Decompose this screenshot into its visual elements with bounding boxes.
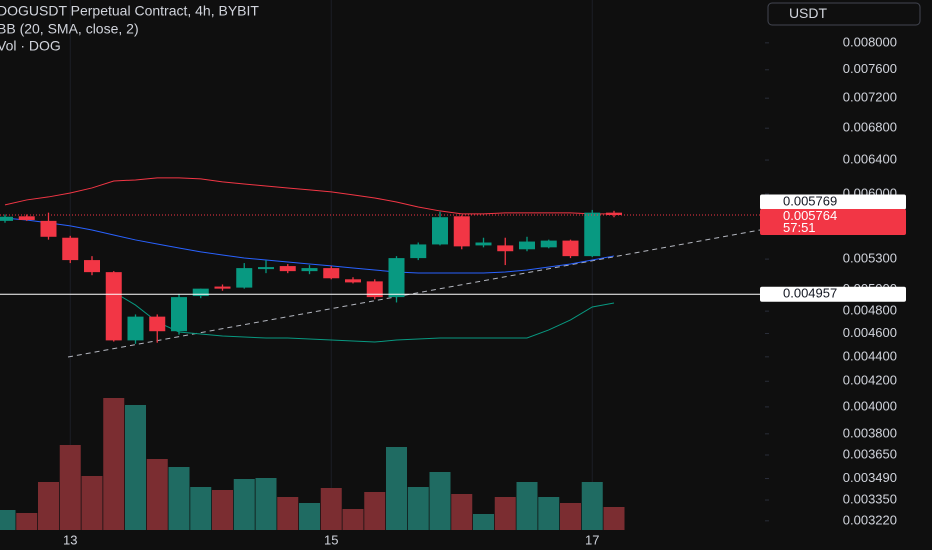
candle-body (519, 241, 535, 250)
volume-bar (386, 447, 407, 530)
candle-body (497, 245, 514, 252)
candle-body (606, 212, 622, 216)
y-tick-label: 0.003220 (843, 512, 897, 527)
volume-bar (190, 487, 212, 530)
candle-body (475, 242, 492, 246)
candle-body (366, 281, 383, 298)
y-tick-label: 0.004800 (843, 303, 897, 318)
volume-bar (364, 492, 386, 530)
y-tick-label: 0.004400 (843, 348, 897, 363)
currency-button[interactable] (767, 2, 921, 26)
candle-body (345, 279, 361, 283)
candle-body (149, 316, 166, 332)
volume-bar (320, 488, 342, 530)
volume-bar (473, 514, 494, 530)
y-tick-label: 0.003350 (843, 491, 897, 506)
x-tick-label: 17 (585, 532, 599, 547)
volume-bar (299, 503, 320, 530)
y-tick-label: 0.005300 (843, 251, 897, 266)
volume-bar (581, 482, 603, 530)
countdown-label: 57:51 (783, 220, 816, 235)
y-tick-label: 0.007600 (843, 61, 897, 76)
candle-body (127, 316, 144, 341)
candle-body (171, 297, 187, 332)
price-axis: 13 15 17 0.008000 0.007600 0.007200 0.006800 0.… (63, 34, 897, 547)
volume-bar (538, 497, 560, 530)
y-tick-label: 0.003490 (843, 470, 897, 485)
bb-lower-line (113, 291, 615, 343)
price-label-box (760, 286, 906, 302)
indicator-label: BB (20, SMA, close, 2) (0, 21, 139, 37)
y-tick-label: 0.006800 (843, 120, 897, 135)
currency-button-label[interactable]: USDT (789, 5, 828, 21)
price-label-box (760, 209, 906, 236)
volume-bar (146, 459, 168, 530)
candle-body (301, 268, 318, 272)
trend-line (67, 229, 761, 358)
price-label: 0.004957 (783, 286, 837, 301)
volume-bar (81, 476, 103, 530)
candle-body (18, 216, 35, 220)
volume-bar (38, 482, 59, 530)
candle-body (40, 220, 57, 237)
candle-body (388, 258, 405, 298)
volume-bar (212, 490, 233, 530)
candle-body (0, 216, 13, 221)
bb-upper-line (4, 177, 614, 215)
x-tick-label: 15 (324, 532, 338, 547)
volume-bar (516, 482, 538, 530)
price-label: 0.005769 (783, 193, 837, 208)
candle-body (432, 217, 448, 245)
candle-body (584, 212, 601, 257)
volume-bar (277, 497, 299, 530)
volume-bar (560, 503, 581, 530)
candle-body (258, 267, 274, 270)
volume-bar (429, 472, 451, 530)
candle-body (192, 288, 209, 297)
grid-layer (69, 0, 593, 530)
bb-basis-line (4, 217, 615, 274)
price-label: 0.005764 (783, 208, 837, 223)
candle-body (410, 244, 427, 259)
y-tick-label: 0.008000 (843, 34, 897, 49)
volume-bar (168, 467, 190, 530)
x-tick-label: 13 (63, 532, 77, 547)
y-tick-label: 0.006400 (843, 151, 897, 166)
volume-bar (494, 497, 516, 530)
candle-body (323, 268, 340, 279)
candle-body (105, 272, 122, 341)
candle-body (562, 240, 579, 257)
volume-bar (255, 478, 277, 530)
candle-body (236, 268, 253, 288)
y-tick-label: 0.004200 (843, 373, 897, 388)
y-tick-label: 0.003650 (843, 446, 897, 461)
symbol-title: DOGUSDT Perpetual Contract, 4h, BYBIT (0, 3, 259, 19)
volume-label: Vol · DOG (0, 38, 61, 54)
candle-body (62, 237, 79, 261)
volume-bar (59, 445, 81, 530)
marks-layer (0, 177, 765, 530)
volume-bar (125, 405, 146, 530)
volume-bar (407, 487, 429, 530)
candle-body (84, 260, 100, 273)
price-label-box (760, 194, 906, 210)
volume-bar (342, 509, 364, 530)
volume-bar (451, 494, 473, 530)
volume-bar (0, 510, 16, 530)
volume-bar (603, 507, 625, 530)
volume-bar (16, 513, 38, 530)
y-tick-label: 0.003800 (843, 425, 897, 440)
candle-body (540, 240, 557, 248)
y-tick-label: 0.007200 (843, 90, 897, 105)
candle-body (453, 216, 470, 247)
candle-body (279, 266, 296, 272)
volume-bar (233, 479, 255, 530)
candle-body (214, 286, 231, 289)
volume-bar (103, 398, 125, 530)
y-tick-label: 0.004600 (843, 325, 897, 340)
y-tick-label: 0.004000 (843, 398, 897, 413)
